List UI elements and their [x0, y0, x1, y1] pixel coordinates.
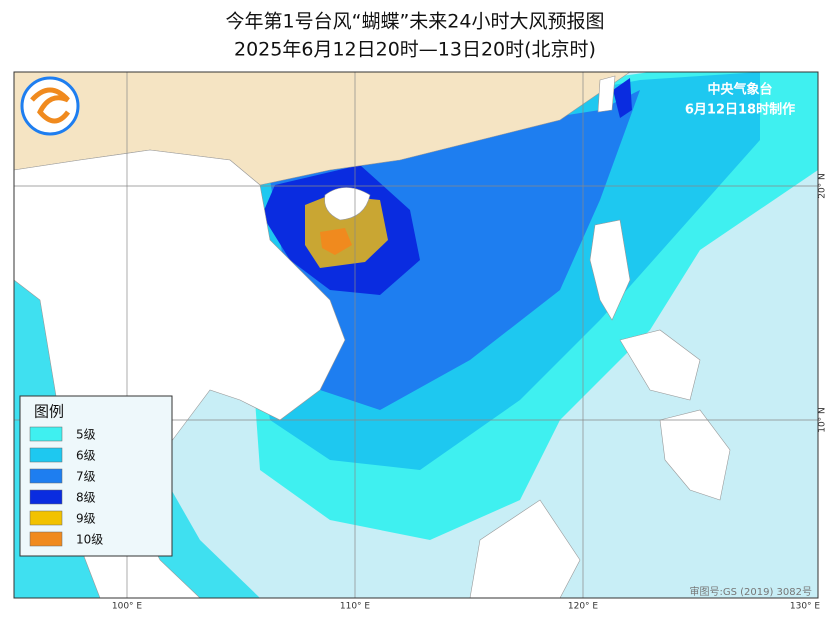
latitude-label: 20° N [818, 173, 828, 199]
legend-swatch [29, 531, 63, 547]
logo-mark [30, 87, 71, 124]
subtitle: 2025年6月12日20时—13日20时(北京时) [234, 39, 596, 61]
latitude-label: 10° N [818, 407, 828, 433]
legend-label: 9级 [76, 512, 96, 526]
longitude-label: 120° E [568, 602, 599, 612]
issued-time: 6月12日18时制作 [685, 102, 795, 118]
longitude-label: 100° E [112, 602, 143, 612]
approval-number: 审图号:GS (2019) 3082号 [689, 585, 812, 598]
legend-swatch [29, 447, 63, 463]
legend-label: 8级 [76, 491, 96, 505]
longitude-label: 110° E [340, 602, 371, 612]
legend-label: 5级 [76, 428, 96, 442]
legend-swatch [29, 510, 63, 526]
title: 今年第1号台风“蝴蝶”未来24小时大风预报图 [226, 11, 605, 33]
legend-label: 7级 [76, 470, 96, 484]
legend-label: 10级 [76, 533, 103, 547]
land-philippines [589, 219, 731, 501]
land-taiwan [597, 75, 616, 113]
map-frame [13, 71, 819, 599]
legend: 图例 5级 6级 7级 8级 9级 10级 [19, 395, 173, 557]
longitude-label: 130° E [790, 602, 821, 612]
logo [20, 76, 80, 136]
wind-zone-8 [613, 78, 632, 118]
legend-swatch [29, 489, 63, 505]
wind-zone-10 [320, 228, 352, 255]
legend-label: 6级 [76, 449, 96, 463]
legend-swatch [29, 468, 63, 484]
land-borneo [469, 499, 581, 598]
land-hainan [324, 187, 371, 221]
legend-swatch [29, 426, 63, 442]
legend-title: 图例 [34, 403, 64, 421]
agency: 中央气象台 [707, 82, 772, 98]
